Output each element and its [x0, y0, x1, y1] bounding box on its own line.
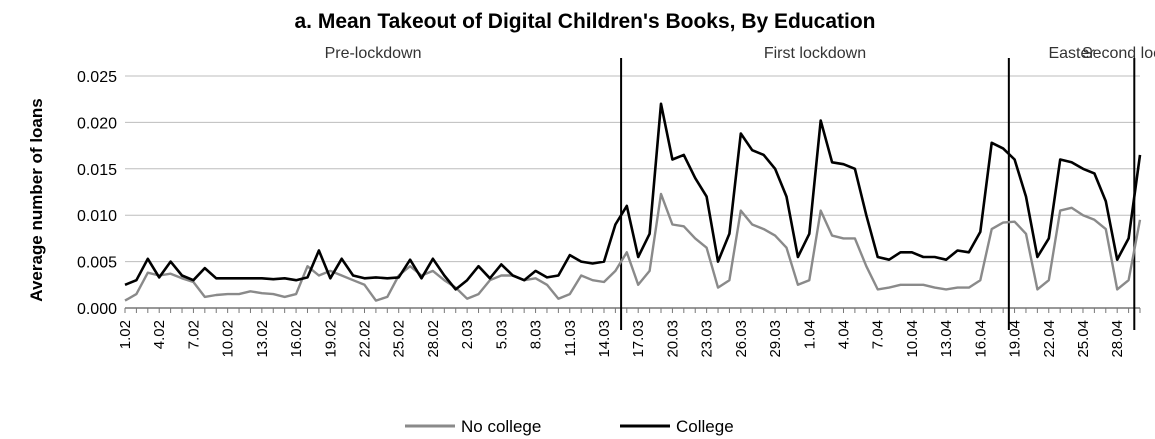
legend-label-college: College	[676, 417, 734, 436]
period-label: Second lockdown	[1082, 45, 1155, 62]
x-tick-label: 7.02	[185, 320, 202, 349]
x-tick-label: 17.03	[630, 320, 647, 358]
x-tick-label: 11.03	[562, 320, 579, 356]
y-tick-label: 0.015	[77, 162, 117, 179]
x-tick-label: 25.02	[391, 320, 408, 358]
x-tick-label: 19.04	[1007, 320, 1024, 358]
x-tick-label: 10.02	[220, 320, 237, 358]
x-tick-label: 13.02	[254, 320, 271, 358]
x-tick-label: 16.02	[288, 320, 305, 358]
x-tick-label: 22.04	[1041, 320, 1058, 358]
period-label: First lockdown	[764, 45, 866, 62]
x-tick-label: 14.03	[596, 320, 613, 358]
y-tick-label: 0.020	[77, 115, 117, 132]
y-tick-label: 0.025	[77, 69, 117, 86]
y-axis-label: Average number of loans	[27, 98, 46, 301]
x-tick-label: 23.03	[699, 320, 716, 358]
x-tick-label: 25.04	[1075, 320, 1092, 358]
y-tick-label: 0.010	[77, 208, 117, 225]
x-tick-label: 1.02	[117, 320, 134, 349]
x-tick-label: 13.04	[938, 320, 955, 358]
legend: No college College	[405, 417, 734, 436]
chart-title: a. Mean Takeout of Digital Children's Bo…	[294, 10, 875, 33]
x-tick-label: 29.03	[767, 320, 784, 358]
x-tick-label: 19.02	[322, 320, 339, 358]
x-tick-label: 20.03	[664, 320, 681, 358]
x-tick-label: 28.02	[425, 320, 442, 358]
x-tick-label: 2.03	[459, 320, 476, 349]
period-label: Pre-lockdown	[325, 45, 422, 62]
x-tick-label: 4.02	[151, 320, 168, 349]
y-tick-label: 0.005	[77, 255, 117, 272]
x-tick-label: 1.04	[801, 320, 818, 349]
y-axis: 0.000 0.005 0.010 0.015 0.020 0.025	[77, 69, 117, 318]
x-tick-label: 8.03	[528, 320, 545, 349]
series-line-no-college	[124, 192, 1142, 302]
series-lines	[124, 102, 1142, 302]
x-tick-label: 22.02	[356, 320, 373, 358]
period-label: Easter	[1048, 45, 1095, 62]
x-tick-label: 26.03	[733, 320, 750, 358]
x-tick-label: 10.04	[904, 320, 921, 358]
x-tick-label: 16.04	[972, 320, 989, 358]
y-tick-label: 0.000	[77, 301, 117, 318]
x-tick-label: 4.04	[835, 320, 852, 349]
series-line-college	[124, 102, 1142, 291]
x-axis: 1.02 4.02 7.02 10.02 13.02 16.02 19.02 22.02 25.…	[117, 308, 1141, 358]
x-tick-label: 5.03	[493, 320, 510, 349]
legend-label-no-college: No college	[461, 417, 541, 436]
x-tick-label: 7.04	[870, 320, 887, 349]
gridlines	[125, 75, 1140, 309]
x-tick-label: 28.04	[1109, 320, 1126, 358]
